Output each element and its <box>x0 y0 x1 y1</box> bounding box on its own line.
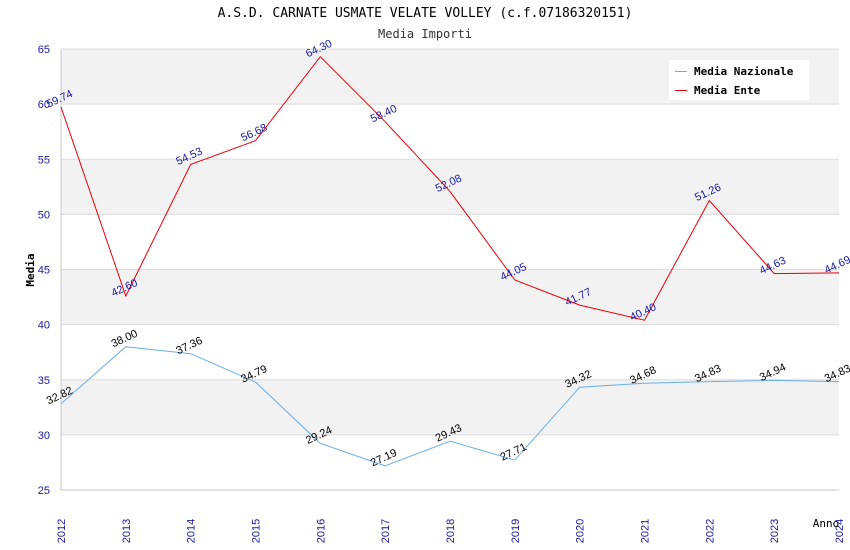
chart-subtitle: Media Importi <box>378 27 472 41</box>
chart-legend: Media Nazionale Media Ente <box>669 60 809 100</box>
y-axis-title: Media <box>24 253 37 286</box>
x-tick-label: 2024 <box>834 519 846 543</box>
grid-band <box>61 159 839 215</box>
legend-item-ente: Media Ente <box>675 83 760 97</box>
x-tick-label: 2014 <box>186 519 198 543</box>
x-tick-label: 2018 <box>445 519 457 543</box>
x-axis-title: Anno <box>813 517 840 530</box>
legend-swatch <box>675 70 687 72</box>
legend-label: Media Ente <box>694 83 761 97</box>
grid-band <box>61 379 839 435</box>
x-tick-label: 2020 <box>575 519 587 543</box>
grid-band <box>61 434 839 490</box>
series-line <box>60 346 840 467</box>
legend-label: Media Nazionale <box>694 64 794 78</box>
y-tick-label: 65 <box>38 44 50 56</box>
grid-band <box>61 324 839 380</box>
grid-band <box>61 104 839 160</box>
y-tick-label: 55 <box>38 154 50 166</box>
y-tick-label: 35 <box>38 375 50 387</box>
x-tick-label: 2015 <box>251 519 263 543</box>
x-tick-label: 2022 <box>704 519 716 543</box>
legend-swatch <box>675 89 687 91</box>
grid-band <box>61 214 839 270</box>
x-tick-label: 2017 <box>380 519 392 543</box>
x-tick-label: 2016 <box>315 519 327 543</box>
chart-title: A.S.D. CARNATE USMATE VELATE VOLLEY (c.f… <box>217 6 633 21</box>
x-tick-label: 2013 <box>121 519 133 543</box>
legend-item-nazionale: Media Nazionale <box>675 64 793 78</box>
y-tick-label: 50 <box>38 209 50 221</box>
y-tick-label: 60 <box>38 99 50 111</box>
x-tick-label: 2012 <box>56 519 68 543</box>
x-tick-label: 2023 <box>769 519 781 543</box>
y-tick-label: 45 <box>38 265 50 277</box>
y-tick-label: 40 <box>38 320 50 332</box>
y-tick-label: 30 <box>38 430 50 442</box>
y-tick-label: 25 <box>38 485 50 497</box>
grid-band <box>61 269 839 325</box>
x-tick-label: 2021 <box>640 519 652 543</box>
series-line <box>60 55 840 321</box>
x-tick-label: 2019 <box>510 519 522 543</box>
